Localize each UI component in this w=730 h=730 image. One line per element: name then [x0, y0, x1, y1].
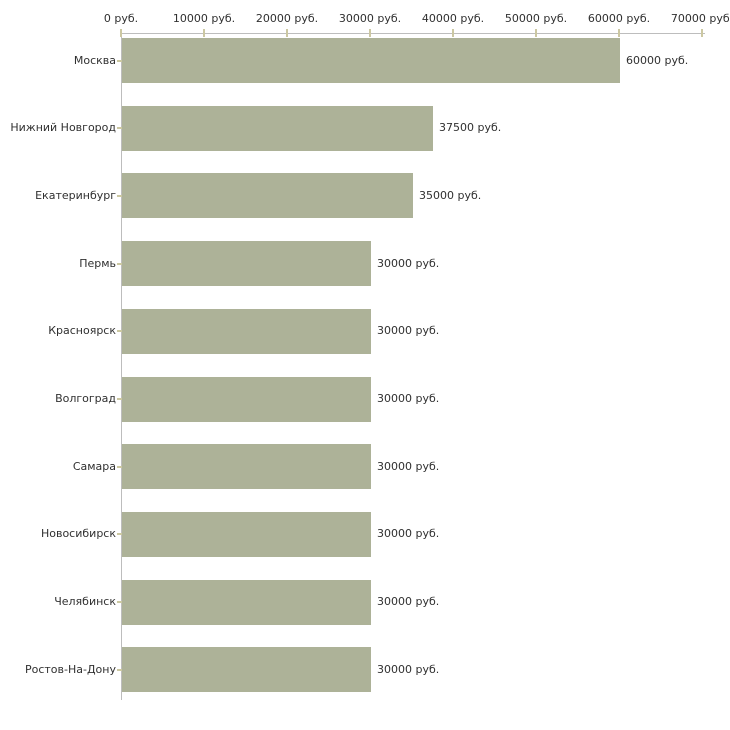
y-axis-tick-mark	[117, 601, 122, 604]
bar	[122, 444, 371, 490]
bar	[122, 241, 371, 287]
bar	[122, 511, 371, 557]
x-axis-tick-mark	[369, 29, 371, 37]
x-axis-tick-label: 20000 руб.	[255, 12, 319, 25]
x-axis-tick-mark	[203, 29, 205, 37]
category-label: Нижний Новгород	[10, 121, 116, 135]
y-axis-tick-mark	[117, 127, 122, 130]
x-axis-tick-label: 0 руб.	[103, 12, 139, 25]
bar-value-label: 30000 руб.	[377, 595, 440, 609]
x-axis-tick-label: 70000 руб.	[670, 12, 730, 25]
x-axis-tick-label: 60000 руб.	[587, 12, 651, 25]
bar	[122, 173, 413, 219]
x-axis-tick-mark	[535, 29, 537, 37]
bar-value-label: 30000 руб.	[377, 256, 440, 270]
y-axis-tick-mark	[117, 668, 122, 671]
x-axis-tick-label: 30000 руб.	[338, 12, 402, 25]
x-axis-line	[121, 33, 705, 34]
x-axis-tick-mark	[120, 29, 122, 37]
y-axis-tick-mark	[117, 194, 122, 197]
y-axis-tick-mark	[117, 330, 122, 333]
x-axis-tick-mark	[618, 29, 620, 37]
bar	[122, 647, 371, 693]
y-axis-tick-mark	[117, 59, 122, 62]
bar-value-label: 30000 руб.	[377, 527, 440, 541]
x-axis-tick-label: 50000 руб.	[504, 12, 568, 25]
y-axis-tick-mark	[117, 262, 122, 265]
bar	[122, 105, 433, 151]
bar-value-label: 30000 руб.	[377, 324, 440, 338]
x-axis-tick-mark	[286, 29, 288, 37]
x-axis-tick-mark	[701, 29, 703, 37]
y-axis-tick-mark	[117, 465, 122, 468]
bar-value-label: 35000 руб.	[419, 188, 482, 202]
bar	[122, 376, 371, 422]
y-axis-tick-mark	[117, 533, 122, 536]
category-label: Пермь	[79, 256, 116, 270]
bar-value-label: 60000 руб.	[626, 53, 689, 67]
category-label: Челябинск	[54, 595, 116, 609]
bar-value-label: 30000 руб.	[377, 392, 440, 405]
y-axis-line	[121, 33, 122, 700]
x-axis-tick-label: 40000 руб.	[421, 12, 485, 25]
bar-value-label: 37500 руб.	[439, 121, 502, 135]
category-label: Москва	[73, 53, 116, 67]
category-label: Ростов-На-Дону	[24, 662, 116, 676]
y-axis-tick-mark	[117, 398, 122, 400]
x-axis-tick-mark	[452, 29, 454, 37]
bar	[122, 38, 620, 83]
category-label: Екатеринбург	[35, 188, 116, 202]
category-label: Самара	[72, 459, 116, 473]
category-label: Волгоград	[55, 392, 116, 405]
bar	[122, 308, 371, 354]
category-label: Новосибирск	[40, 527, 116, 541]
bar-value-label: 30000 руб.	[377, 459, 440, 473]
bar	[122, 579, 371, 625]
x-axis-tick-label: 10000 руб.	[172, 12, 236, 25]
bar-value-label: 30000 руб.	[377, 662, 440, 676]
category-label: Красноярск	[48, 324, 116, 338]
